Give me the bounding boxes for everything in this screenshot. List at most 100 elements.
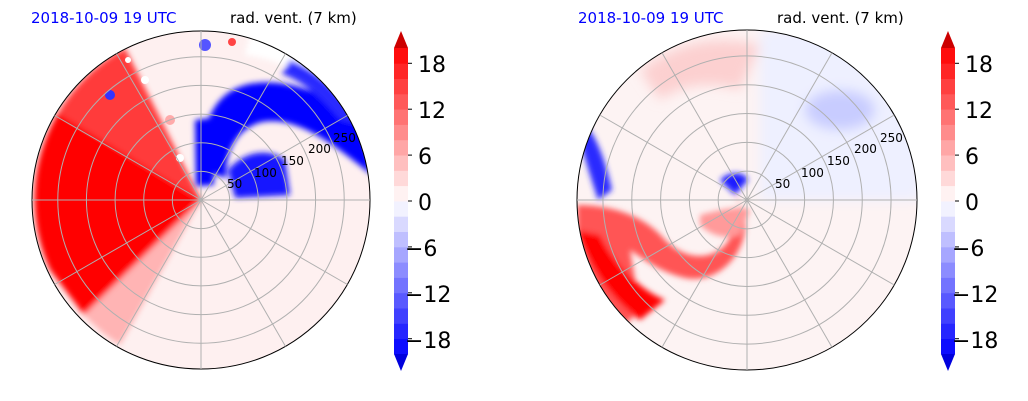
- right-grid-spoke-120: [661, 52, 748, 201]
- right-cbar-band-4: [941, 155, 955, 171]
- left-cbar-band-12: [394, 93, 408, 110]
- right-colorbar-max-arrow: [941, 31, 955, 48]
- left-cbar-band--14: [394, 292, 408, 309]
- left-cbar-band-6: [394, 139, 408, 156]
- left-cbar-band--12: [394, 277, 408, 294]
- right-grid-spoke-300: [746, 199, 833, 348]
- right-rlabel-250: 250: [880, 131, 903, 145]
- left-cbar-band--10: [394, 262, 408, 278]
- left-cbar-band--6: [394, 231, 408, 248]
- left-rlabel-250: 250: [333, 131, 356, 145]
- left-speckles: [105, 38, 236, 162]
- right-cbar-label-18: 18: [965, 53, 993, 78]
- right-colorbar-min-arrow: [941, 354, 955, 371]
- left-cbar-label-0: 0: [418, 191, 432, 216]
- right-colorbar: 18 12 6 0 −6 −12 −18: [941, 31, 998, 371]
- right-timestamp: 2018-10-09 19 UTC: [578, 9, 724, 27]
- right-cbar-band--4: [941, 216, 955, 232]
- left-positive-fade: [84, 200, 201, 345]
- right-cbar-band--2: [941, 201, 955, 217]
- left-colorbar-bands: [394, 48, 408, 355]
- left-cbar-band-16: [394, 63, 408, 79]
- right-cbar-label-neg6: −6: [952, 237, 984, 262]
- left-grid-spoke-30: [200, 115, 348, 201]
- left-rlabel-100: 100: [254, 166, 277, 180]
- right-cbar-band--8: [941, 246, 955, 263]
- left-polar-grid: [32, 31, 370, 369]
- right-panel: 2018-10-09 19 UTC rad. vent. (7 km) 50 1…: [576, 9, 918, 371]
- left-grid-spoke-150: [54, 115, 202, 201]
- right-cbar-band--10: [941, 262, 955, 278]
- left-title: rad. vent. (7 km): [230, 9, 357, 27]
- right-grid-spoke-210: [599, 199, 748, 286]
- left-panel: 2018-10-09 19 UTC rad. vent. (7 km): [31, 9, 371, 370]
- left-cbar-band--4: [394, 216, 408, 232]
- left-colorbar-min-arrow: [394, 354, 408, 371]
- left-negative-outer: [282, 60, 362, 125]
- right-cbar-band-16: [941, 63, 955, 79]
- left-cbar-band-10: [394, 109, 408, 125]
- left-cbar-label-6: 6: [418, 145, 432, 170]
- left-rlabel-150: 150: [281, 154, 304, 168]
- left-grid-spoke-120: [116, 53, 202, 201]
- right-cbar-label-6: 6: [965, 145, 979, 170]
- right-cbar-label-neg12: −12: [952, 283, 998, 308]
- left-negative-core: [228, 152, 290, 198]
- left-cbar-label-neg18: −18: [405, 329, 451, 354]
- left-negative-inner: [195, 118, 214, 186]
- left-colorbar-max-arrow: [394, 31, 408, 48]
- left-cbar-band--8: [394, 246, 408, 263]
- right-rlabel-150: 150: [827, 154, 850, 168]
- right-cbar-band--20: [941, 338, 955, 355]
- right-rlabel-100: 100: [801, 166, 824, 180]
- left-rlabel-50: 50: [227, 177, 242, 191]
- left-cbar-band-0: [394, 185, 408, 202]
- left-rlabel-200: 200: [308, 142, 331, 156]
- left-cbar-label-12: 12: [418, 99, 446, 124]
- right-light-red-north: [640, 40, 760, 100]
- left-cbar-label-18: 18: [418, 53, 446, 78]
- right-cbar-band-0: [941, 185, 955, 202]
- right-cbar-band-18: [941, 48, 955, 64]
- left-cbar-band-18: [394, 48, 408, 64]
- right-polar-grid: [577, 30, 917, 370]
- right-grid-spoke-60: [746, 52, 833, 201]
- left-grid-spoke-240: [116, 199, 202, 347]
- right-grid-spoke-150: [599, 114, 748, 201]
- left-cbar-band--18: [394, 323, 408, 340]
- left-grid-spoke-210: [54, 199, 202, 285]
- left-colorbar-ticks: [408, 62, 412, 340]
- left-cbar-band-2: [394, 170, 408, 187]
- left-cbar-band-4: [394, 155, 408, 171]
- right-cbar-label-0: 0: [965, 191, 979, 216]
- right-grid-spoke-330: [746, 199, 895, 286]
- right-cbar-band--14: [941, 292, 955, 309]
- right-title: rad. vent. (7 km): [777, 9, 904, 27]
- right-rlabel-200: 200: [854, 142, 877, 156]
- right-cbar-band--12: [941, 277, 955, 294]
- right-cbar-band-6: [941, 139, 955, 156]
- right-cbar-band-14: [941, 78, 955, 95]
- left-cbar-band--2: [394, 201, 408, 217]
- right-cbar-label-neg18: −18: [952, 329, 998, 354]
- right-blue-patch: [805, 90, 875, 130]
- left-cbar-band--16: [394, 308, 408, 324]
- left-positive-north: [58, 48, 201, 200]
- right-cbar-band-12: [941, 93, 955, 110]
- left-cbar-band-14: [394, 78, 408, 95]
- right-cbar-band--18: [941, 323, 955, 340]
- right-cbar-band-2: [941, 170, 955, 187]
- right-grid-spoke-30: [746, 114, 895, 201]
- left-cbar-band-8: [394, 124, 408, 141]
- left-grid-spoke-300: [200, 199, 286, 347]
- right-colorbar-ticks: [955, 62, 959, 340]
- right-cbar-band--16: [941, 308, 955, 324]
- right-radial-labels: 50 100 150 200 250: [775, 131, 903, 191]
- left-radial-labels: 50 100 150 200 250: [227, 131, 356, 191]
- right-grid-spoke-240: [661, 199, 748, 348]
- right-cbar-label-12: 12: [965, 99, 993, 124]
- right-cbar-band-8: [941, 124, 955, 141]
- right-cbar-band-10: [941, 109, 955, 125]
- left-colorbar: 18 12 6 0 −6 −12 −18: [394, 31, 451, 371]
